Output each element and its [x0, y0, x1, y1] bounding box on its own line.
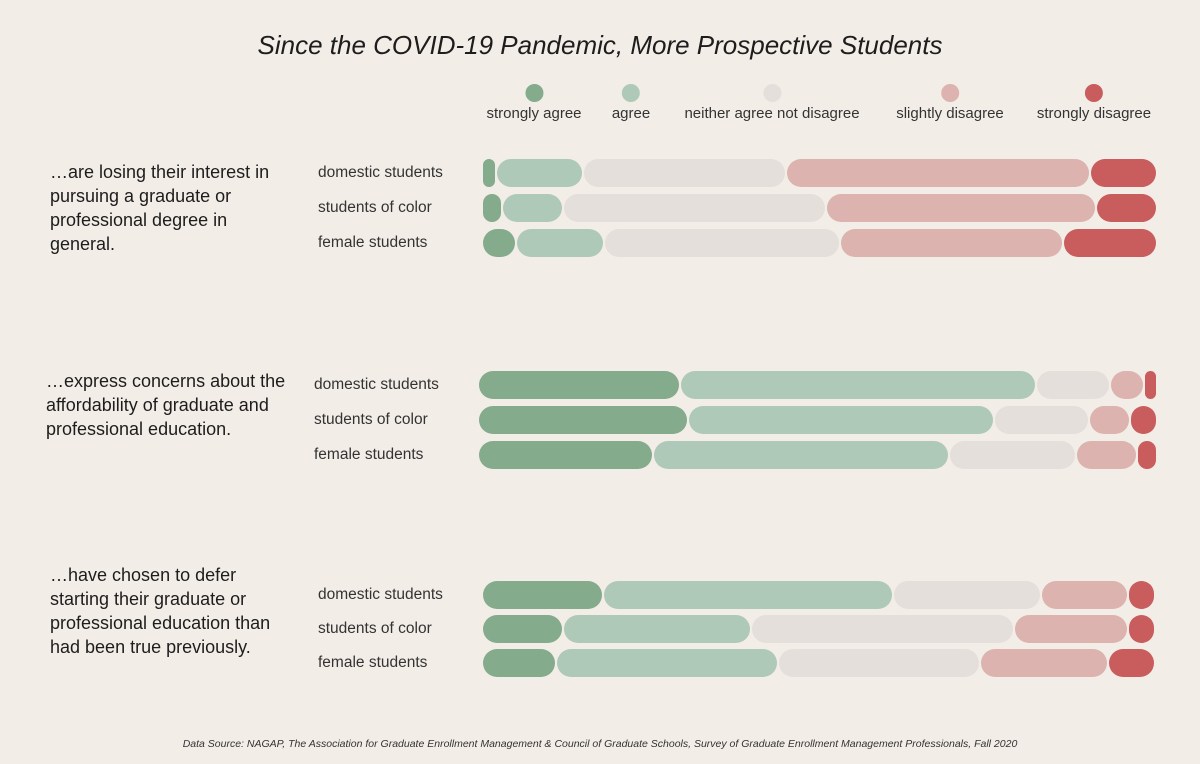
bar-segment-strongly-disagree	[1130, 406, 1156, 434]
chart-title: Since the COVID-19 Pandemic, More Prospe…	[257, 30, 943, 60]
legend-item: strongly agree	[486, 84, 582, 122]
bar-segment-agree	[604, 581, 892, 609]
bar-segment-slightly-disagree	[1110, 371, 1143, 399]
row-label: domestic students	[318, 586, 443, 603]
question-text: …have chosen to defer starting their gra…	[50, 565, 271, 657]
legend-swatch	[525, 84, 543, 102]
bar-segment-strongly-agree	[483, 194, 502, 222]
bar-segment-strongly-disagree	[1129, 615, 1154, 643]
bar-segment-neither	[949, 441, 1076, 469]
bar-segment-slightly-disagree	[840, 229, 1062, 257]
bar-segment-strongly-agree	[479, 441, 652, 469]
legend-swatch	[763, 84, 781, 102]
legend-item: slightly disagree	[896, 84, 1004, 122]
bar-segment-slightly-disagree	[827, 194, 1096, 222]
legend-label: strongly disagree	[1036, 105, 1152, 122]
row-label: female students	[314, 446, 424, 463]
legend-swatch	[941, 84, 959, 102]
bar-segment-neither	[584, 159, 785, 187]
row-label: students of color	[318, 199, 432, 216]
bar-segment-strongly-disagree	[1129, 581, 1154, 609]
bar-segment-agree	[516, 229, 603, 257]
row-label: domestic students	[314, 376, 439, 393]
bar-segment-agree	[653, 441, 948, 469]
bar-segment-agree	[503, 194, 562, 222]
bar-segment-neither	[752, 615, 1013, 643]
bar-segment-neither	[779, 649, 979, 677]
legend-swatch	[622, 84, 640, 102]
bar-segment-strongly-agree	[479, 406, 688, 434]
legend-item: strongly disagree	[1037, 84, 1151, 122]
bar-segment-strongly-agree	[483, 159, 495, 187]
row-label: domestic students	[318, 164, 443, 181]
bar-segment-agree	[557, 649, 778, 677]
data-source-note: Data Source: NAGAP, The Association for …	[182, 738, 1018, 750]
bar-segment-agree	[563, 615, 751, 643]
bar-segment-strongly-agree	[483, 229, 515, 257]
bar-segment-strongly-agree	[483, 615, 562, 643]
bar-segment-slightly-disagree	[786, 159, 1089, 187]
legend-swatch	[1084, 84, 1103, 102]
bar-segment-strongly-disagree	[1144, 371, 1156, 399]
bar-segment-neither	[1036, 371, 1109, 399]
bar-segment-strongly-agree	[483, 581, 603, 609]
bar-segment-agree	[689, 406, 994, 434]
bar-segment-neither	[893, 581, 1040, 609]
row-label: students of color	[314, 411, 428, 428]
legend-item: neither agree not disagree	[684, 84, 860, 122]
bar-segment-agree	[496, 159, 583, 187]
bar-segment-strongly-agree	[479, 371, 679, 399]
bar-segment-agree	[680, 371, 1035, 399]
bar-segment-slightly-disagree	[1041, 581, 1128, 609]
bar-segment-strongly-agree	[483, 649, 556, 677]
question-text: …are losing their interest in pursuing a…	[50, 162, 270, 254]
legend-label: agree	[611, 105, 651, 122]
bar-segment-slightly-disagree	[1014, 615, 1128, 643]
bar-segment-strongly-disagree	[1090, 159, 1156, 187]
bar-segment-strongly-disagree	[1097, 194, 1156, 222]
row-label: female students	[318, 234, 428, 251]
bar-segment-neither	[604, 229, 839, 257]
bar-segment-slightly-disagree	[1077, 441, 1136, 469]
bar-segment-strongly-disagree	[1137, 441, 1156, 469]
legend-label: strongly agree	[486, 105, 582, 122]
bar-segment-slightly-disagree	[981, 649, 1107, 677]
legend-label: slightly disagree	[896, 105, 1004, 122]
legend-label: neither agree not disagree	[684, 105, 860, 122]
row-label: female students	[318, 654, 428, 671]
bar-segment-neither	[995, 406, 1089, 434]
bar-segment-strongly-disagree	[1063, 229, 1156, 257]
bar-segment-strongly-disagree	[1108, 649, 1154, 677]
legend-item: agree	[612, 84, 650, 122]
question-text: …express concerns about the affordabilit…	[46, 371, 286, 439]
bar-segment-slightly-disagree	[1090, 406, 1129, 434]
row-label: students of color	[318, 620, 432, 637]
bar-segment-neither	[564, 194, 826, 222]
